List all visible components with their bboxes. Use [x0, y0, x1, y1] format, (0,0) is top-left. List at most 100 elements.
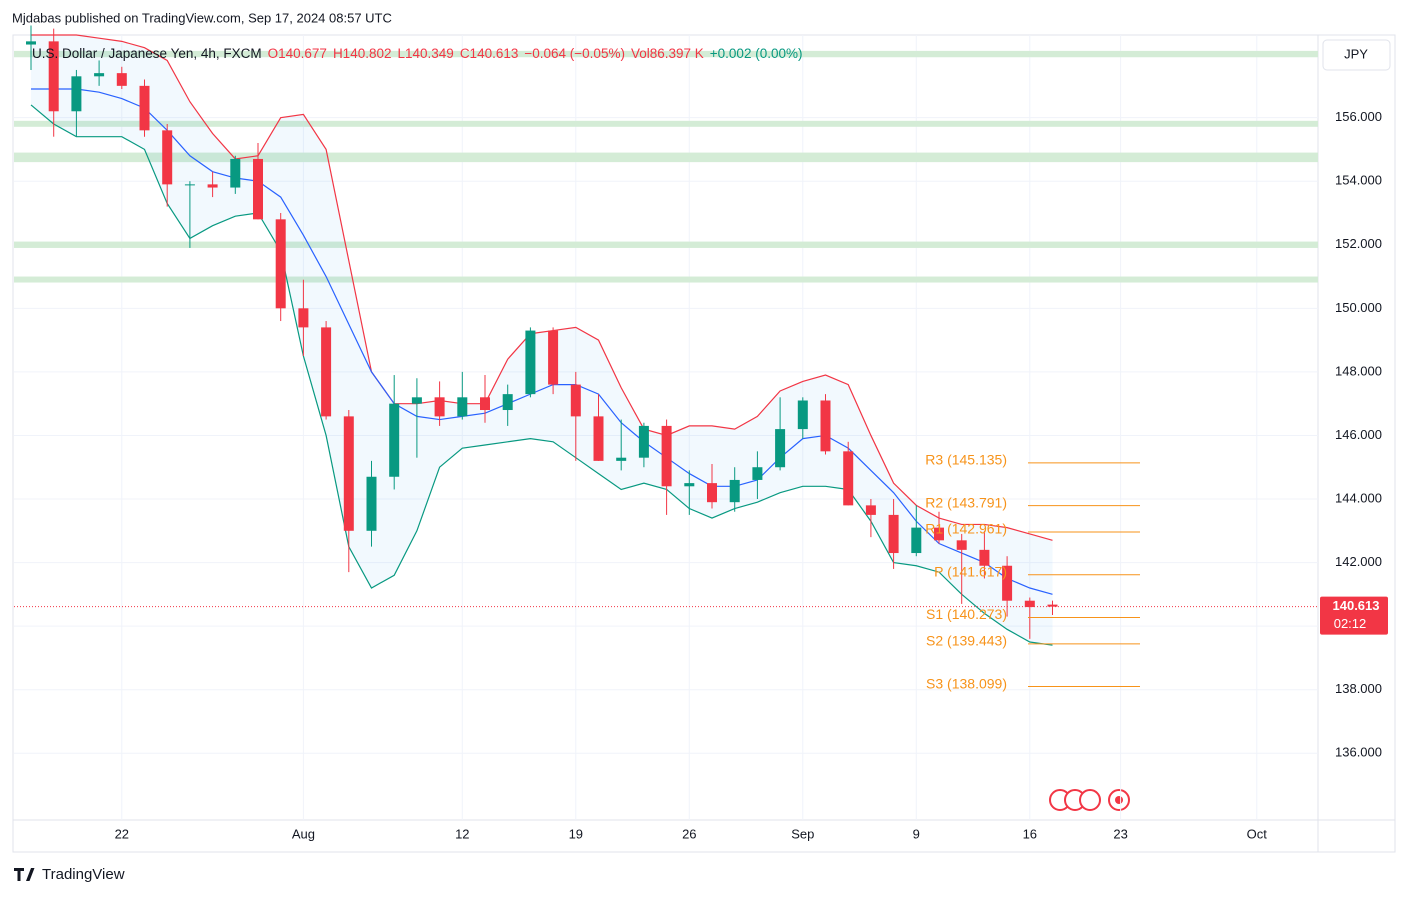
currency-label: JPY: [1344, 46, 1368, 61]
candle-body: [321, 327, 332, 417]
candle-body: [570, 384, 581, 417]
candle-body: [934, 527, 944, 541]
currency-button[interactable]: [1322, 39, 1391, 71]
y-tick-label: 138.000: [1335, 681, 1382, 696]
candle-body: [888, 514, 899, 554]
candle-body: [253, 158, 263, 220]
candle-body: [956, 540, 967, 550]
y-tick-label: 154.000: [1335, 173, 1382, 188]
x-tick-label: 23: [1113, 826, 1127, 841]
candle-body: [116, 73, 127, 86]
candle-body: [752, 467, 763, 480]
candle-body: [162, 130, 173, 185]
legend-volume: Vol86.397 K: [631, 46, 704, 61]
x-tick-label: 19: [569, 826, 583, 841]
zone: [14, 50, 1318, 58]
x-tick-label: 12: [455, 826, 469, 841]
candle-body: [797, 400, 808, 430]
pivot-label: S2 (139.443): [926, 633, 1007, 649]
candle-body: [230, 158, 241, 188]
y-tick-label: 152.000: [1335, 236, 1382, 251]
candle-body: [502, 394, 513, 411]
pivot-label: P (141.617): [934, 563, 1007, 579]
zone: [14, 276, 1318, 283]
y-tick-label: 136.000: [1335, 745, 1382, 760]
candle-body: [979, 549, 990, 566]
candle-body: [843, 451, 854, 506]
plot: [14, 25, 1318, 820]
chart-frame: [12, 34, 1396, 853]
candle-body: [1047, 604, 1058, 607]
event-icon: [1115, 796, 1123, 804]
x-tick-label: Oct: [1247, 826, 1268, 841]
candle-body: [26, 41, 36, 45]
x-tick-label: Aug: [292, 826, 315, 841]
legend-value: −0.064 (−0.05%): [524, 46, 625, 61]
last-price-box: [1320, 596, 1388, 635]
candle-body: [593, 416, 604, 461]
y-tick-label: 150.000: [1335, 300, 1382, 315]
pivot-label: S1 (140.273): [926, 606, 1007, 622]
candle-body: [139, 85, 150, 131]
event-icon: [1079, 789, 1101, 811]
y-tick-label: 144.000: [1335, 490, 1382, 505]
candle-body: [707, 483, 717, 503]
legend-symbol: U.S. Dollar / Japanese Yen, 4h, FXCM: [32, 46, 262, 61]
candle-body: [1024, 600, 1035, 608]
brand-name: TradingView: [42, 866, 125, 883]
legend-volume-change: +0.002 (0.00%): [710, 46, 803, 61]
pivot-label: S3 (138.099): [926, 675, 1007, 691]
legend-value: L140.349: [398, 46, 454, 61]
x-tick-label: Sep: [791, 826, 814, 841]
candle-body: [865, 505, 876, 515]
candle-body: [298, 308, 309, 328]
x-tick-label: 9: [913, 826, 920, 841]
y-tick-label: 146.000: [1335, 427, 1382, 442]
legend-value: O140.677: [268, 46, 327, 61]
candle-body: [275, 219, 286, 309]
y-tick-label: 142.000: [1335, 554, 1382, 569]
band-line: [31, 34, 1053, 541]
candle-body: [911, 527, 922, 554]
candle-body: [411, 397, 422, 404]
candle-body: [1002, 565, 1013, 601]
candle-body: [94, 73, 105, 77]
candle-body: [729, 479, 740, 503]
y-tick-label: 148.000: [1335, 363, 1382, 378]
legend-value: C140.613: [460, 46, 519, 61]
candle-body: [434, 397, 445, 417]
candle-body: [661, 425, 672, 487]
published-note: Mjdabas published on TradingView.com, Se…: [12, 10, 392, 25]
band-line: [31, 88, 1053, 595]
candle-body: [638, 425, 649, 458]
zone: [14, 152, 1318, 163]
candle-body: [775, 429, 786, 468]
candle-body: [480, 397, 490, 411]
band-fill: [31, 35, 1053, 646]
pivot-label: R1 (142.961): [925, 521, 1007, 537]
candle-body: [71, 76, 82, 112]
x-tick-label: 16: [1023, 826, 1037, 841]
candle-body: [389, 403, 400, 477]
candle-body: [457, 397, 468, 417]
band-line: [30, 104, 1053, 646]
pivot-label: R2 (143.791): [925, 494, 1007, 510]
candle-body: [684, 483, 695, 487]
candle-body: [343, 416, 354, 531]
last-price-label: 140.613: [1333, 598, 1380, 613]
x-tick-label: 22: [115, 826, 129, 841]
candle-body: [525, 330, 536, 395]
candle-body: [548, 330, 559, 385]
candle-body: [207, 184, 218, 188]
x-tick-label: 26: [682, 826, 696, 841]
candle-body: [48, 41, 59, 112]
candle-body: [820, 400, 831, 452]
candle-body: [366, 476, 377, 531]
legend: U.S. Dollar / Japanese Yen, 4h, FXCM O140…: [32, 46, 802, 61]
candle-body: [184, 184, 195, 186]
candle-body: [616, 457, 627, 461]
zone: [14, 241, 1318, 248]
events: [1049, 789, 1130, 811]
